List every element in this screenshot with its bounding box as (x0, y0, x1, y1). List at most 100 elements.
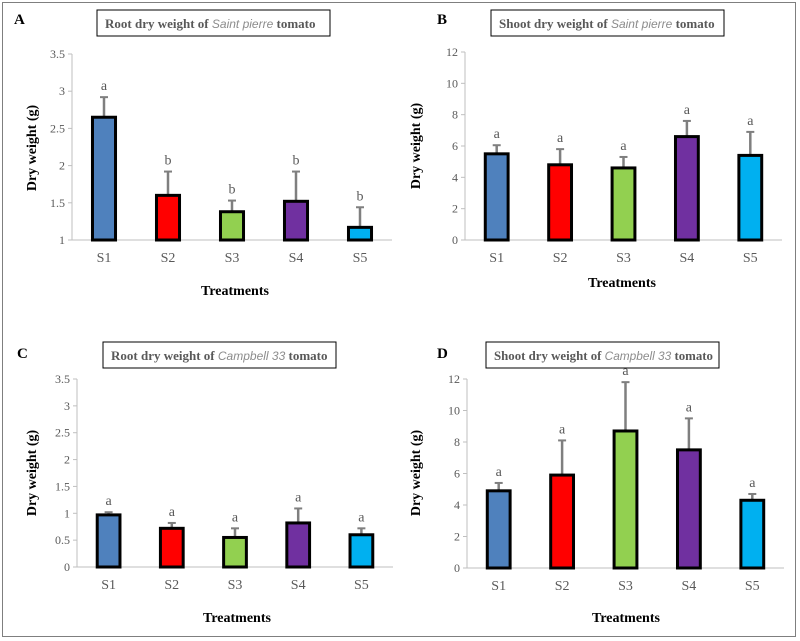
chart-title: Shoot dry weight of Campbell 33 tomato (494, 348, 713, 363)
x-tick-label: S2 (553, 251, 568, 266)
significance-label: a (684, 103, 691, 118)
bar-s4 (282, 199, 310, 242)
significance-label: a (620, 139, 627, 154)
y-tick-label: 3.5 (50, 47, 65, 61)
bar-s3 (218, 210, 246, 242)
bar-s2 (154, 193, 182, 242)
significance-label: b (293, 154, 300, 169)
bar-s3 (610, 166, 637, 242)
y-tick-label: 1.5 (50, 196, 65, 210)
panel-letter: C (17, 346, 28, 362)
significance-label: a (169, 505, 176, 520)
y-tick-label: 10 (446, 76, 458, 90)
y-tick-label: 0 (64, 560, 70, 574)
x-tick-label: S4 (291, 578, 306, 593)
chart-panel-b: B Shoot dry weight of Saint pierre tomato… (409, 9, 782, 291)
significance-label: a (622, 364, 629, 379)
y-tick-label: 6 (454, 467, 460, 481)
y-axis-label: Dry weight (g) (409, 103, 424, 190)
y-tick-label: 0.5 (55, 533, 70, 547)
chart-panel-c: C Root dry weight of Campbell 33 tomato 0 0… (17, 341, 393, 626)
y-tick-label: 2.5 (50, 121, 65, 135)
significance-label: b (229, 183, 236, 198)
panel-letter: D (437, 346, 448, 362)
significance-label: a (559, 422, 566, 437)
significance-label: a (686, 400, 693, 415)
y-axis-label: Dry weight (g) (25, 430, 40, 517)
bar-s2 (549, 473, 576, 570)
y-tick-label: 4 (454, 498, 460, 512)
panel-letter: A (14, 12, 25, 28)
y-tick-label: 1 (64, 506, 70, 520)
x-tick-label: S3 (616, 251, 631, 266)
y-tick-label: 2 (454, 530, 460, 544)
bar-s5 (348, 533, 375, 569)
y-tick-label: 0 (454, 561, 460, 575)
significance-label: a (101, 79, 108, 94)
x-tick-label: S2 (164, 578, 179, 593)
chart-title-prefix: Shoot dry weight of (494, 348, 605, 363)
y-tick-label: 8 (452, 108, 458, 122)
chart-title-cultivar: Saint pierre (212, 17, 274, 31)
y-tick-label: 1 (59, 233, 65, 247)
chart-title-prefix: Shoot dry weight of (499, 16, 611, 31)
chart-title-suffix: tomato (273, 16, 315, 31)
bar-s4 (675, 448, 702, 570)
x-tick-label: S3 (618, 579, 633, 594)
panel-letter: B (437, 12, 447, 28)
x-axis-label: Treatments (592, 611, 660, 626)
x-tick-label: S2 (555, 579, 570, 594)
x-axis-label: Treatments (588, 276, 656, 291)
y-tick-label: 12 (446, 45, 458, 59)
bar-s2 (547, 163, 574, 242)
x-tick-label: S1 (101, 578, 116, 593)
significance-label: a (232, 510, 239, 525)
chart-title-prefix: Root dry weight of (105, 16, 212, 31)
x-tick-label: S5 (354, 578, 369, 593)
chart-title-cultivar: Campbell 33 (605, 349, 672, 363)
x-tick-label: S5 (353, 251, 368, 266)
bar-s1 (95, 513, 122, 569)
chart-title: Root dry weight of Campbell 33 tomato (111, 348, 328, 363)
chart-title: Root dry weight of Saint pierre tomato (105, 16, 316, 31)
y-tick-label: 3.5 (55, 372, 70, 386)
y-tick-label: 0 (452, 233, 458, 247)
bar-s4 (673, 135, 700, 242)
chart-title-cultivar: Saint pierre (611, 17, 673, 31)
y-tick-label: 4 (452, 170, 458, 184)
y-tick-label: 3 (59, 84, 65, 98)
y-tick-label: 2 (59, 159, 65, 173)
significance-label: a (496, 465, 503, 480)
significance-label: b (165, 154, 172, 169)
y-tick-label: 12 (448, 372, 460, 386)
significance-label: a (557, 131, 564, 146)
y-tick-label: 2 (452, 202, 458, 216)
bar-s3 (612, 429, 639, 570)
x-tick-label: S4 (680, 251, 695, 266)
chart-title-box (96, 9, 331, 37)
x-tick-label: S4 (682, 579, 697, 594)
x-tick-label: S3 (225, 251, 240, 266)
y-tick-label: 2.5 (55, 426, 70, 440)
bar-s5 (739, 498, 766, 570)
x-tick-label: S1 (97, 251, 112, 266)
bar-s4 (285, 521, 312, 569)
x-tick-label: S1 (491, 579, 506, 594)
chart-title-box (485, 341, 720, 369)
bar-s1 (483, 152, 510, 242)
bar-s2 (158, 526, 185, 569)
x-tick-label: S2 (161, 251, 176, 266)
bar-s5 (737, 153, 764, 242)
chart-title-suffix: tomato (671, 348, 713, 363)
x-tick-label: S5 (743, 251, 758, 266)
significance-label: a (295, 490, 302, 505)
y-tick-label: 6 (452, 139, 458, 153)
chart-title: Shoot dry weight of Saint pierre tomato (499, 16, 715, 31)
x-tick-label: S3 (228, 578, 243, 593)
x-tick-label: S4 (289, 251, 304, 266)
x-tick-label: S5 (745, 579, 760, 594)
significance-label: a (747, 114, 754, 129)
y-tick-label: 1.5 (55, 479, 70, 493)
